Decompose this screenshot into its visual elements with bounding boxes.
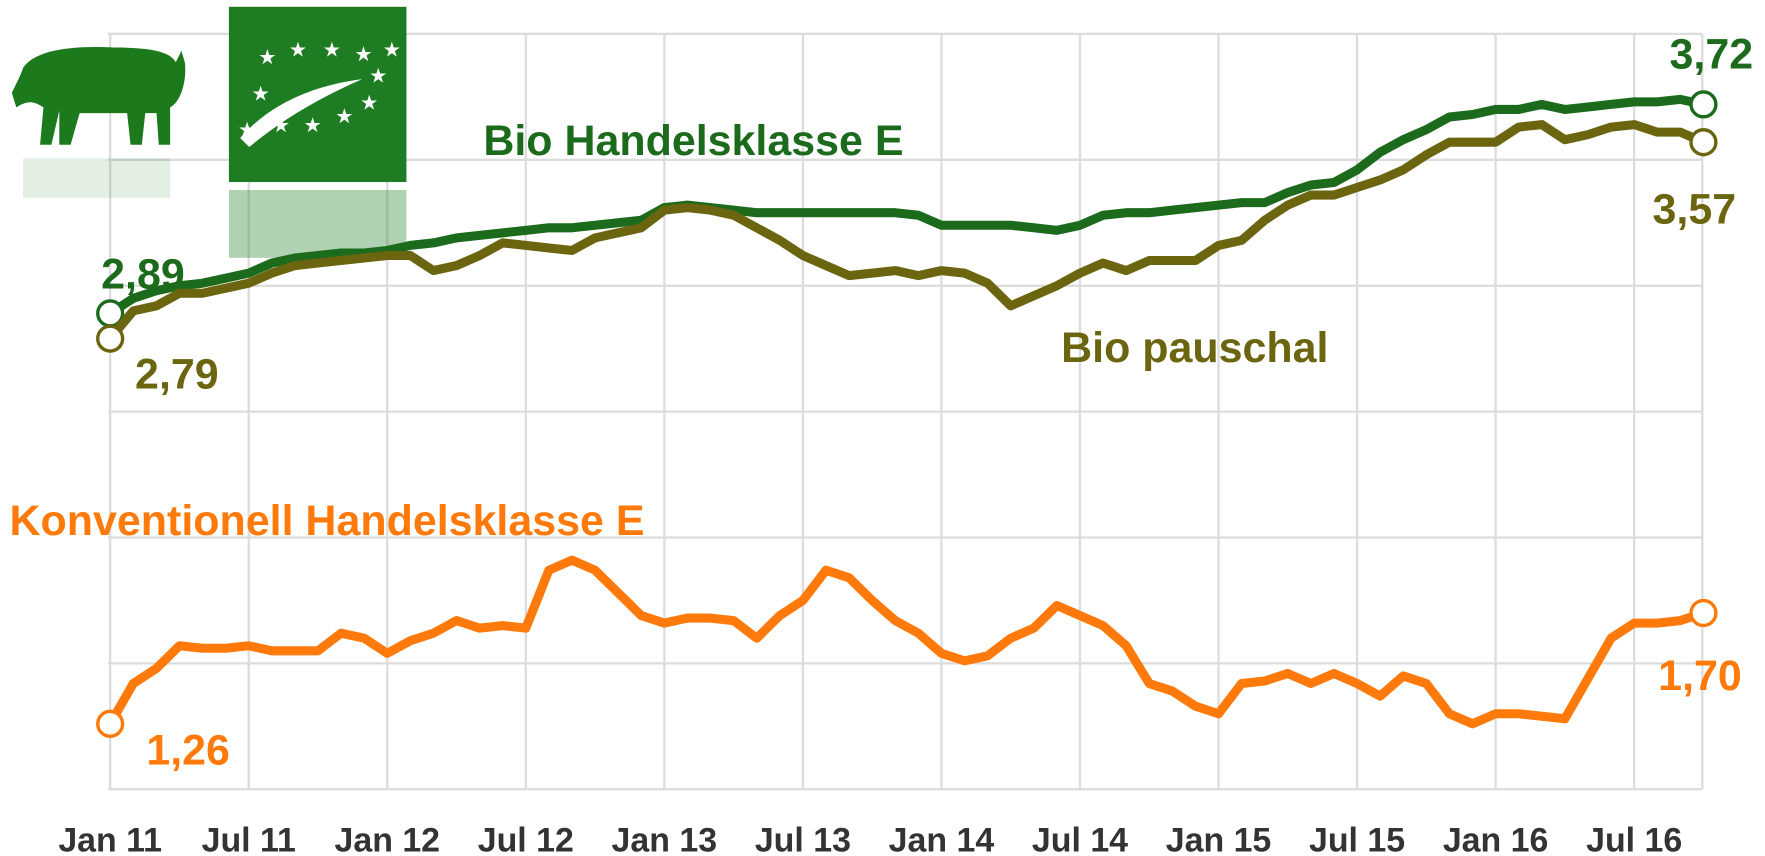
x-tick-label: Jul 13 [755,821,851,856]
x-tick-label: Jan 11 [58,821,162,856]
svg-text:★: ★ [360,92,378,114]
x-tick-label: Jul 14 [1032,821,1128,856]
end-marker [96,709,125,738]
x-tick-label: Jan 14 [889,821,995,856]
x-tick-label: Jan 12 [334,821,440,856]
series-name: Bio Handelsklasse E [483,117,903,165]
svg-text:★: ★ [304,115,322,137]
x-tick-label: Jul 15 [1309,821,1405,856]
x-tick-label: Jul 16 [1586,821,1682,856]
end-marker [96,324,125,353]
svg-text:★: ★ [323,39,341,61]
eu-organic-logo: ★ ★ ★ ★ ★ ★★★ ★ ★ ★★ [228,6,407,258]
pig-icon [11,47,186,198]
x-tick-label: Jan 15 [1166,821,1272,856]
svg-text:★: ★ [252,83,270,105]
data-label: 3,72 [1669,30,1753,78]
series-line [105,94,1708,318]
series-name: Bio pauschal [1061,324,1328,372]
end-marker [1689,598,1718,628]
data-label: 2,89 [101,251,185,299]
x-tick-label: Jan 16 [1443,821,1549,856]
svg-text:★: ★ [238,120,256,142]
svg-text:★: ★ [335,106,353,128]
x-tick-label: Jul 11 [202,821,296,856]
x-tick-label: Jan 13 [612,821,718,856]
data-label: 3,57 [1653,186,1737,234]
data-label: 1,26 [146,727,230,775]
end-marker [1689,128,1718,157]
data-label: 1,70 [1658,652,1742,700]
series-name: Konventionell Handelsklasse E [10,497,645,545]
series-line [105,555,1708,729]
end-marker [1689,90,1718,119]
svg-text:★: ★ [258,47,276,69]
x-tick-label: Jul 12 [478,821,574,856]
series-line [105,120,1708,344]
svg-text:★: ★ [289,39,307,61]
svg-text:★: ★ [272,115,290,137]
data-label: 2,79 [135,350,219,398]
svg-text:★: ★ [383,39,401,61]
svg-text:★: ★ [354,44,372,66]
svg-text:★: ★ [369,65,387,87]
marks [96,90,1718,738]
